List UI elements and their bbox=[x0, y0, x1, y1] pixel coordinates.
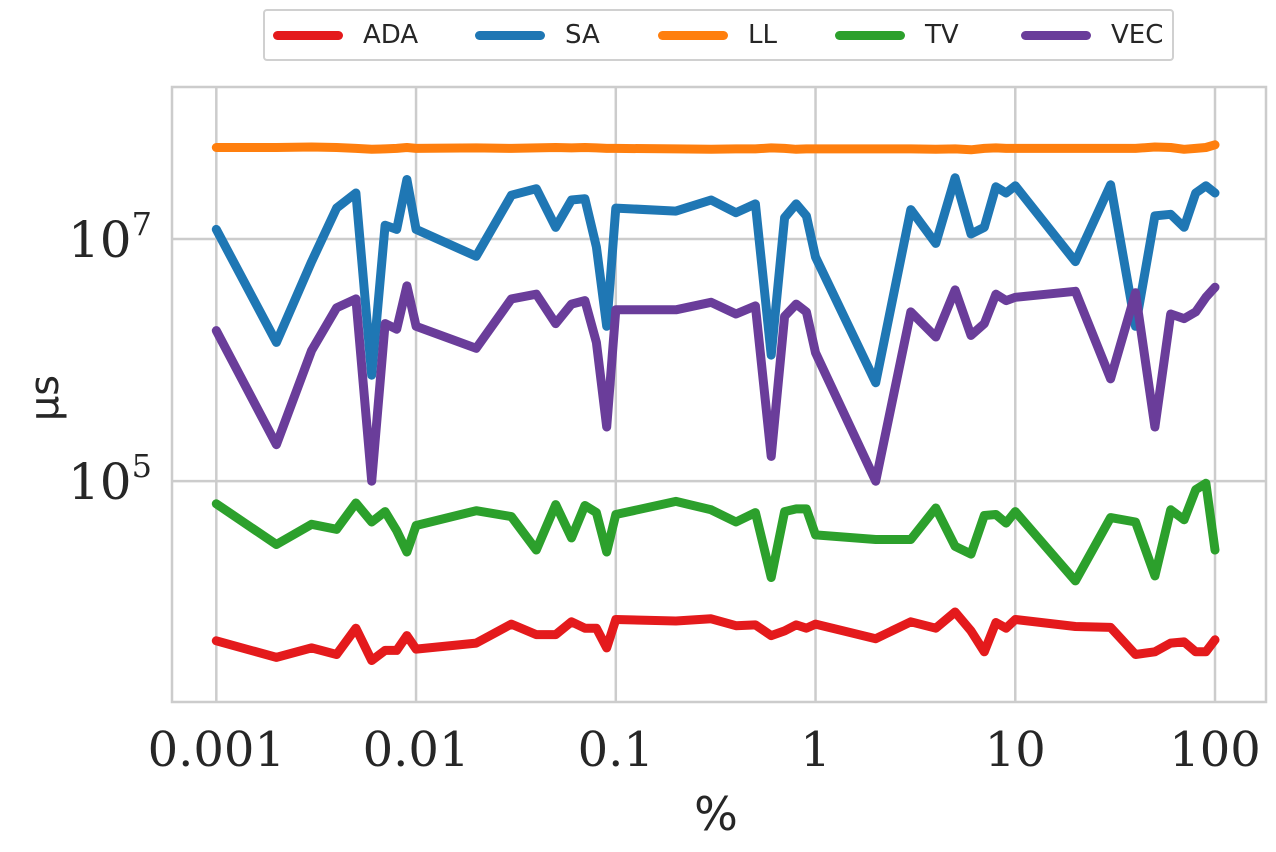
x-tick-labels: 0.001 0.01 0.1 1 10 100 bbox=[148, 722, 1261, 778]
x-tick-label: 10 bbox=[985, 722, 1046, 778]
y-axis-label: µs bbox=[22, 375, 68, 421]
legend-label-ll: LL bbox=[748, 20, 777, 50]
x-axis-label: % bbox=[694, 787, 738, 841]
series-line-vec bbox=[211, 281, 1220, 486]
y-tick-label: 105 bbox=[68, 447, 152, 511]
legend-swatch-vec bbox=[1021, 30, 1091, 40]
legend-label-ada: ADA bbox=[363, 20, 419, 50]
legend-item-ll: LL bbox=[658, 11, 777, 59]
x-tick-label: 0.1 bbox=[578, 722, 654, 778]
series-line-sa bbox=[211, 173, 1220, 388]
legend-swatch-sa bbox=[475, 30, 545, 40]
x-tick-label: 1 bbox=[800, 722, 831, 778]
x-tick-label: 0.001 bbox=[148, 722, 285, 778]
series-line-ada bbox=[211, 607, 1220, 665]
plot-area bbox=[170, 85, 1268, 704]
y-tick-labels: 107 105 bbox=[68, 205, 152, 511]
series-line-ll bbox=[211, 140, 1220, 155]
legend-item-tv: TV bbox=[835, 11, 959, 59]
legend-swatch-ada bbox=[273, 30, 343, 40]
legend-item-vec: VEC bbox=[1021, 11, 1163, 59]
series-line-tv bbox=[211, 478, 1220, 586]
legend-item-sa: SA bbox=[475, 11, 600, 59]
legend-swatch-ll bbox=[658, 30, 728, 40]
legend-label-sa: SA bbox=[565, 20, 600, 50]
legend-label-tv: TV bbox=[925, 20, 959, 50]
legend-swatch-tv bbox=[835, 30, 905, 40]
legend: ADA SA LL TV VEC bbox=[263, 9, 1174, 61]
legend-item-ada: ADA bbox=[273, 11, 418, 59]
x-tick-label: 0.01 bbox=[363, 722, 470, 778]
series-lines bbox=[211, 140, 1220, 665]
x-tick-label: 100 bbox=[1169, 722, 1261, 778]
y-tick-label: 107 bbox=[68, 205, 152, 269]
legend-label-vec: VEC bbox=[1111, 20, 1164, 50]
